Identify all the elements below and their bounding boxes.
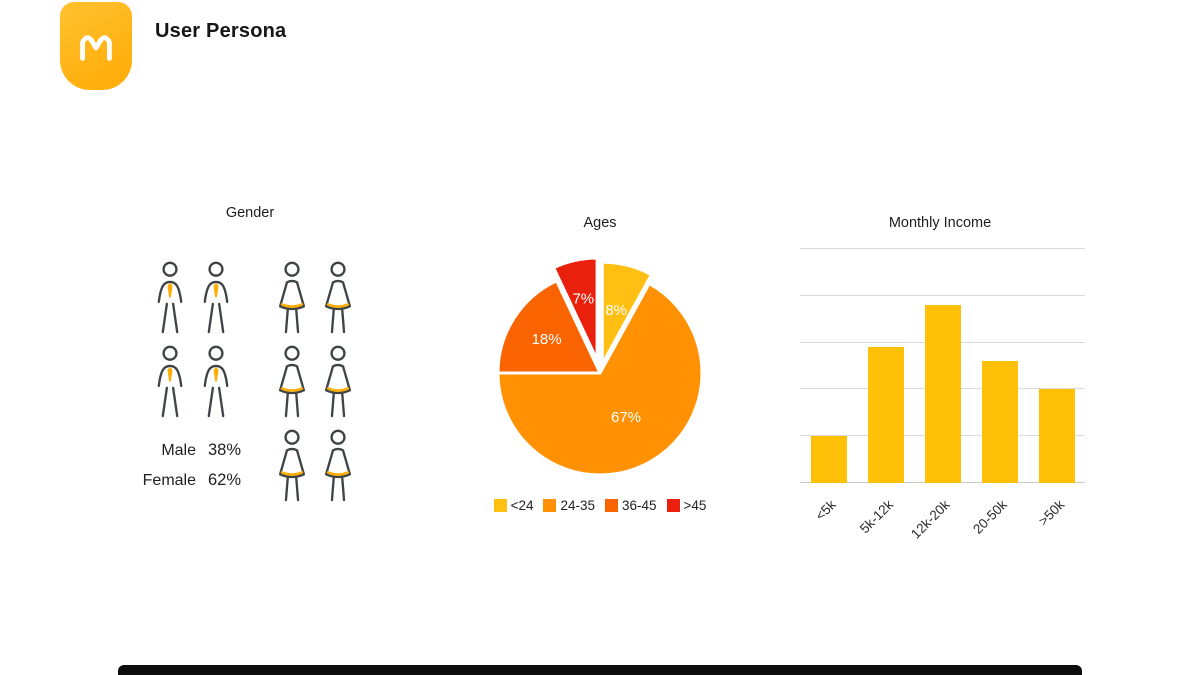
income-axis-label-0: <5k [812,497,840,524]
gender-stats: Male 38% Female 62% [130,441,241,490]
ages-pie-chart: 8% 67% 18% 7% [475,245,725,495]
legend-label-3: >45 [683,498,707,513]
page-title: User Persona [155,20,287,42]
male-stat-row: Male 38% [130,441,241,460]
footer-bar [118,665,1082,675]
legend-item-0: <24 [493,498,534,513]
income-bar-1 [867,347,904,483]
ages-legend: <24 24-35 36-45 >45 [455,498,745,513]
ages-title: Ages [583,215,617,231]
gridline [800,248,1085,249]
income-bar-chart [800,248,1085,483]
male-value: 38% [208,441,242,459]
female-person-icon [324,345,352,418]
male-person-icon [157,345,183,418]
income-bar-0 [810,436,847,483]
female-person-icon [278,345,306,418]
legend-item-1: 24-35 [543,498,595,513]
income-panel: Monthly Income <5k 5k-12k 12k-20k 20-50k >50… [780,215,1100,555]
female-person-icon [278,261,306,334]
income-bar-3 [981,361,1018,483]
ages-panel: Ages 8% 67% 18% 7% <24 24-35 36-45 >45 [455,215,745,535]
legend-label-0: <24 [510,498,534,513]
legend-label-2: 36-45 [622,498,657,513]
income-axis-label-2: 12k-20k [908,497,954,542]
female-person-icon [324,429,352,502]
income-title: Monthly Income [888,215,992,231]
male-person-icon [157,261,183,334]
legend-item-3: >45 [666,498,707,513]
legend-swatch-0 [493,499,507,512]
m-crown-icon [80,35,112,61]
income-bar-4 [1038,389,1075,483]
pie-slice-label-1: 67% [611,409,641,426]
female-person-icon [324,261,352,334]
income-bars [800,249,1085,483]
gender-title: Gender [225,205,275,221]
income-axis-label-4: >50k [1035,497,1068,529]
income-axis-label-1: 5k-12k [856,497,897,537]
female-person-icon [278,429,306,502]
legend-label-1: 24-35 [560,498,595,513]
male-icons-group [150,260,236,420]
pie-slice-label-3: 7% [572,290,594,307]
pie-slice-3 [552,256,599,362]
male-person-icon [203,345,229,418]
gridline [800,294,1085,296]
female-icons-group [272,260,358,504]
pie-slice-2 [496,279,602,375]
ages-pie-svg: 8% 67% 18% 7% [496,256,704,477]
pie-slice-label-0: 8% [605,302,627,319]
income-axis-label-3: 20-50k [970,497,1011,537]
gender-panel: Gender Male 38% Female 62% [110,205,390,545]
income-axis-labels: <5k 5k-12k 12k-20k 20-50k >50k [800,487,1085,547]
female-label: Female [142,472,196,489]
income-bar-2 [924,305,961,483]
male-label: Male [161,442,196,459]
app-logo [60,2,132,90]
pie-slice-1 [496,282,704,477]
male-person-icon [203,261,229,334]
legend-swatch-3 [666,499,680,512]
female-stat-row: Female 62% [130,471,241,490]
pie-slice-label-2: 18% [532,331,562,348]
pie-slice-0 [600,260,653,366]
legend-swatch-2 [605,499,618,512]
legend-swatch-1 [543,499,557,512]
legend-item-2: 36-45 [605,498,657,513]
female-value: 62% [208,471,242,489]
